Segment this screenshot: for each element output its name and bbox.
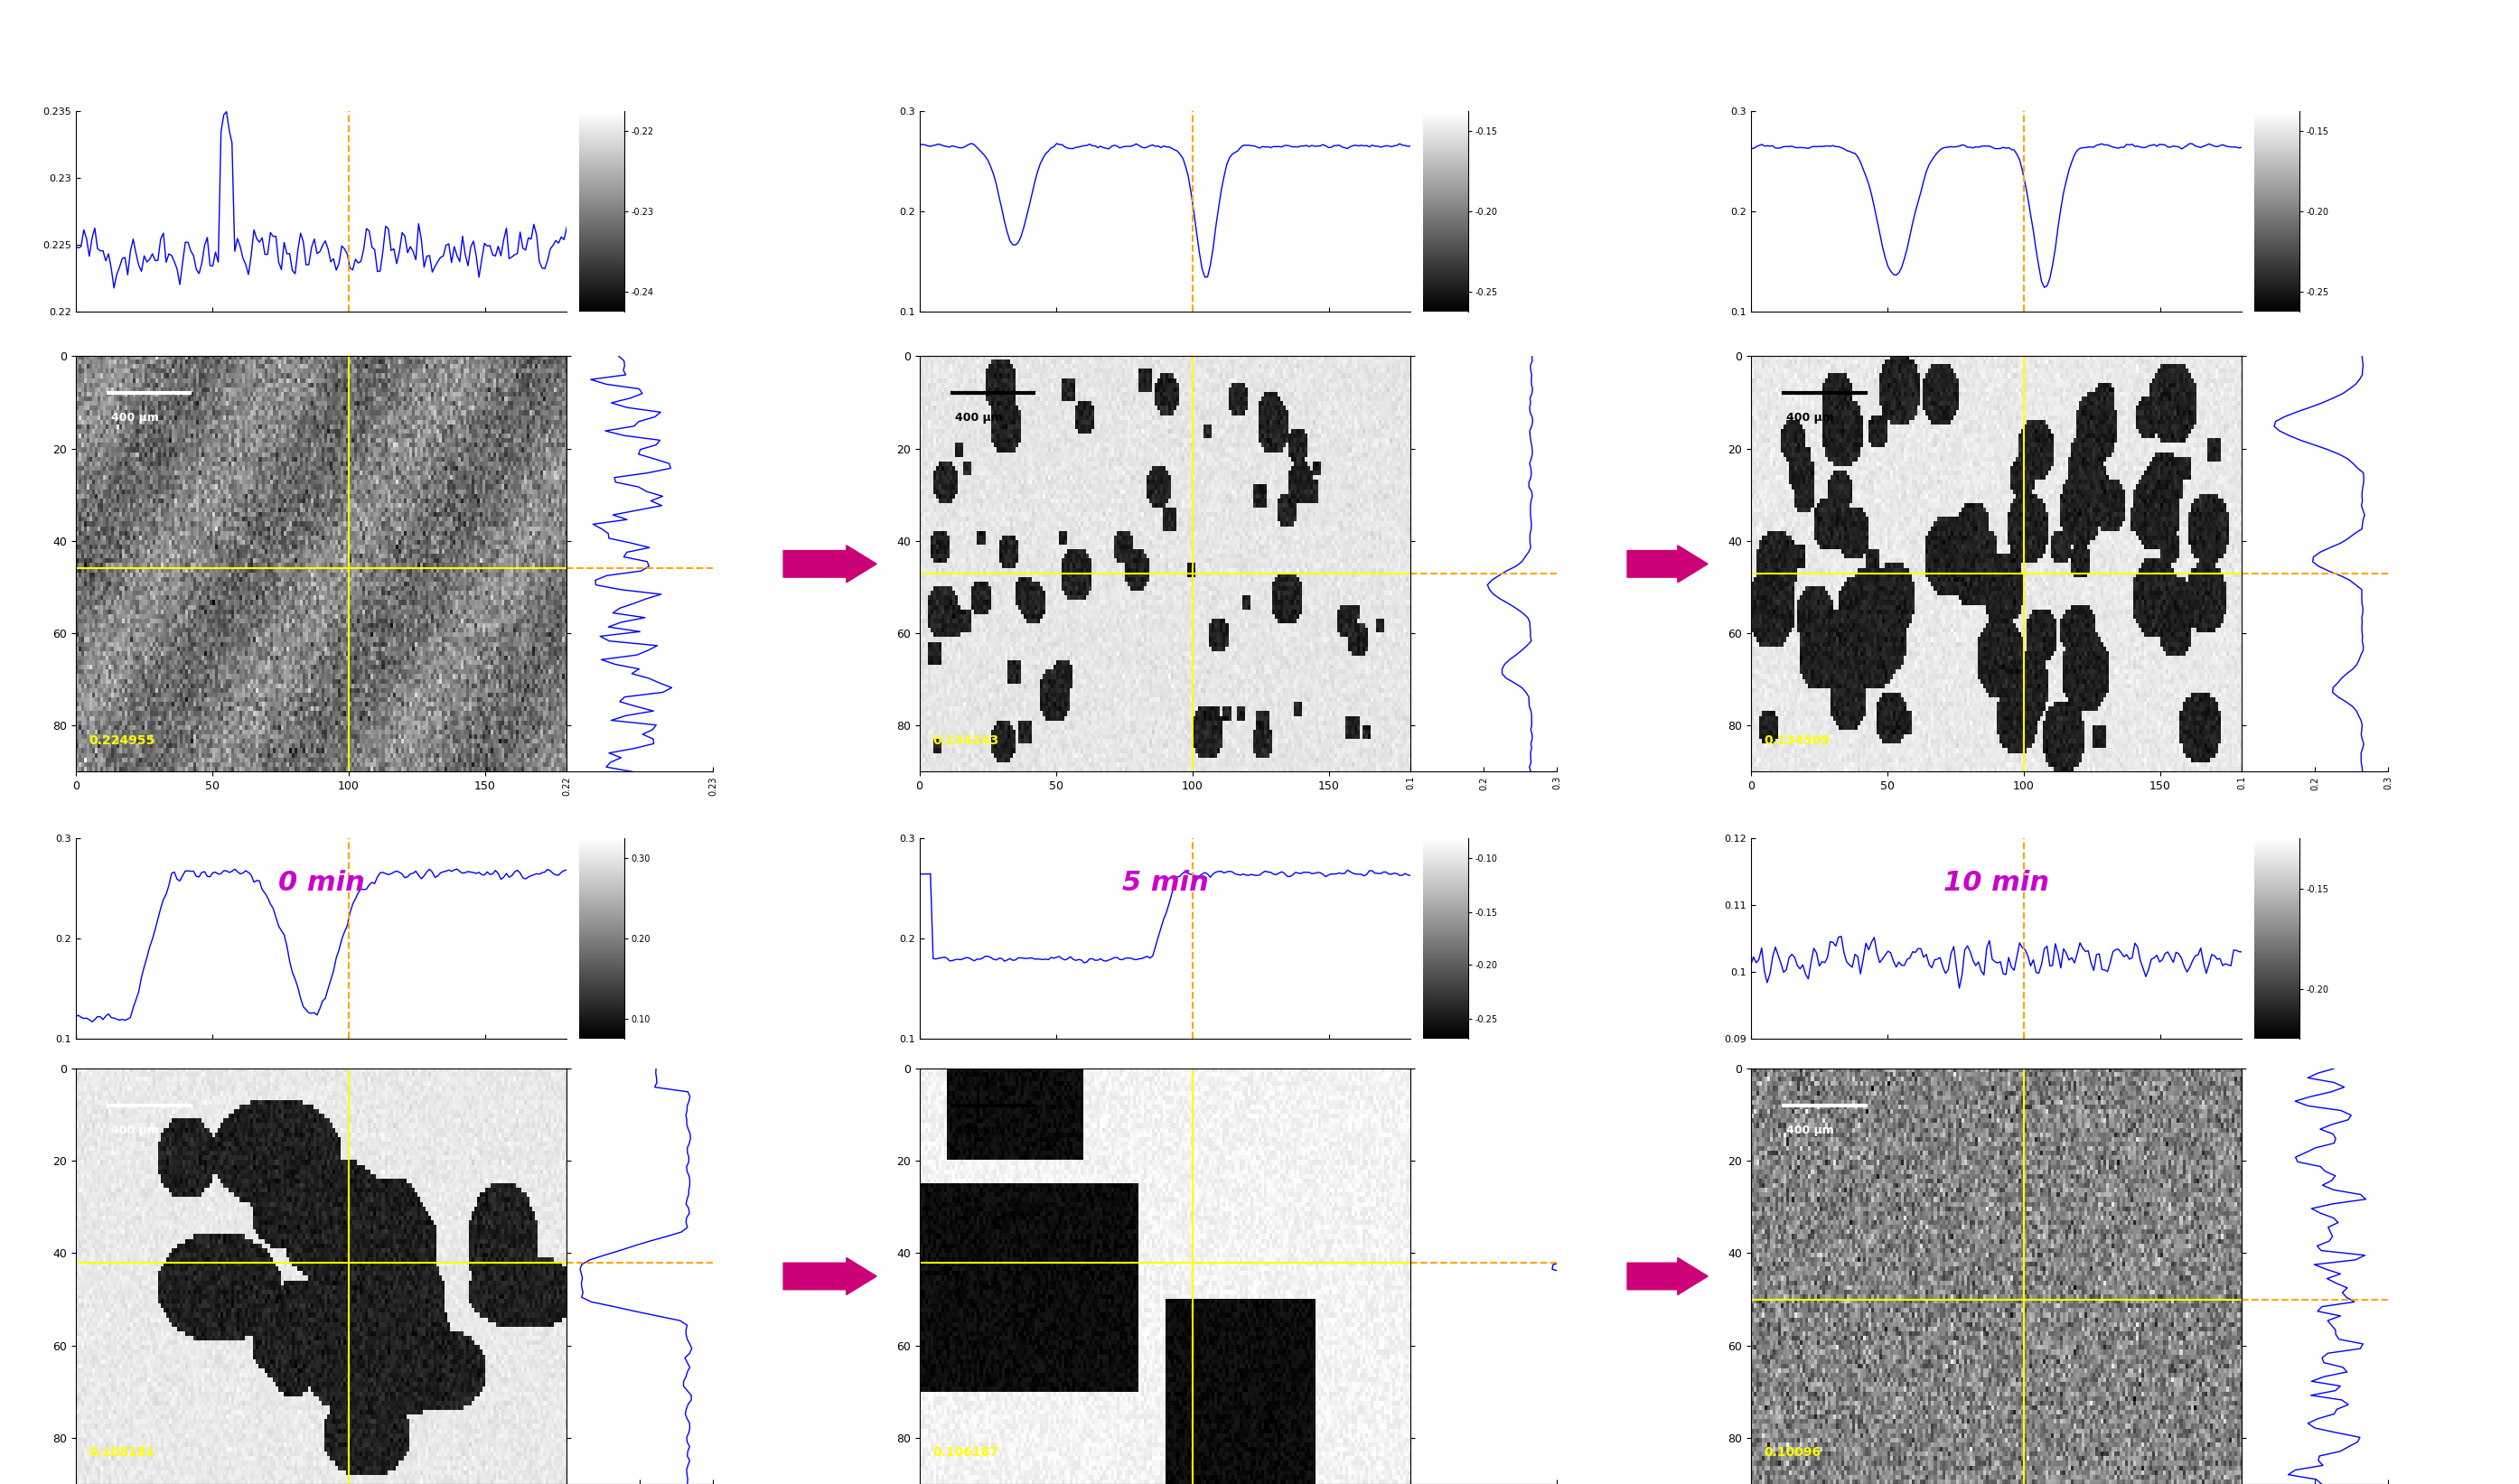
Text: 400 μm: 400 μm	[955, 1123, 1003, 1135]
Text: 0.108181: 0.108181	[88, 1447, 156, 1459]
Text: 10 min: 10 min	[1942, 870, 2050, 896]
Text: 400 μm: 400 μm	[111, 411, 159, 423]
Text: 5 min: 5 min	[1121, 870, 1209, 896]
Text: 0 min: 0 min	[277, 870, 365, 896]
Text: 400 μm: 400 μm	[955, 411, 1003, 423]
Text: 0.10096: 0.10096	[1763, 1447, 1821, 1459]
Text: 400 μm: 400 μm	[1786, 411, 1834, 423]
Text: 400 μm: 400 μm	[1786, 1123, 1834, 1135]
Text: 0.144243: 0.144243	[932, 735, 1000, 746]
Text: 0.134509: 0.134509	[1763, 735, 1831, 746]
Text: 0.224955: 0.224955	[88, 735, 156, 746]
Text: 0.106187: 0.106187	[932, 1447, 1000, 1459]
Text: 400 μm: 400 μm	[111, 1123, 159, 1135]
